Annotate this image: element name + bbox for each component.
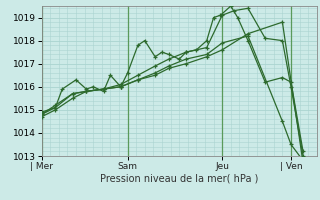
X-axis label: Pression niveau de la mer( hPa ): Pression niveau de la mer( hPa ) xyxy=(100,173,258,183)
